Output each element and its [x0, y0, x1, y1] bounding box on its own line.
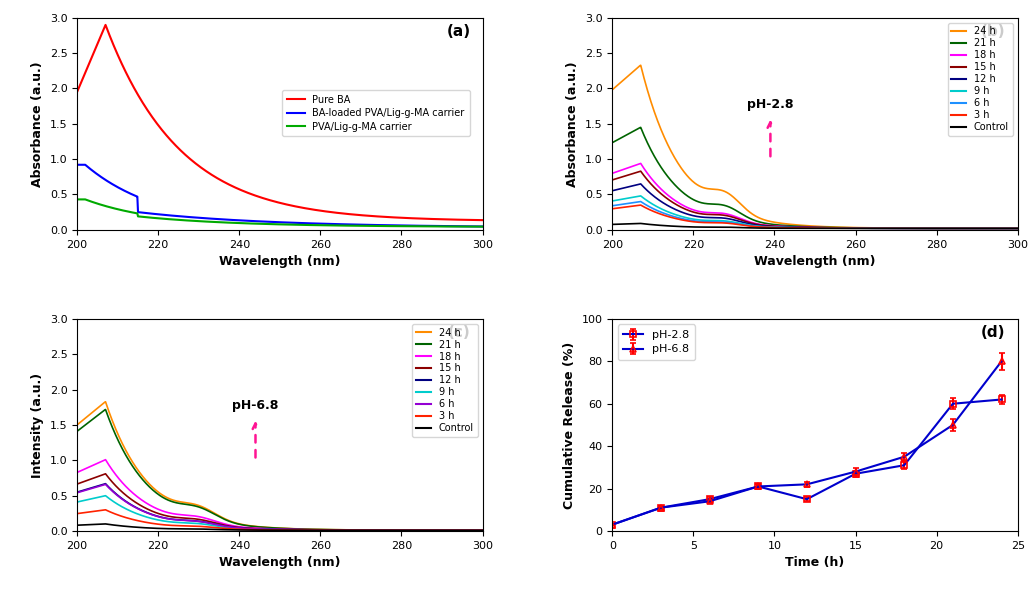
Legend: 24 h, 21 h, 18 h, 15 h, 12 h, 9 h, 6 h, 3 h, Control: 24 h, 21 h, 18 h, 15 h, 12 h, 9 h, 6 h, …: [412, 324, 478, 437]
Text: pH-6.8: pH-6.8: [232, 399, 279, 412]
X-axis label: Wavelength (nm): Wavelength (nm): [219, 556, 340, 569]
Y-axis label: Absorbance (a.u.): Absorbance (a.u.): [31, 61, 44, 186]
X-axis label: Wavelength (nm): Wavelength (nm): [755, 255, 876, 268]
Y-axis label: Intensity (a.u.): Intensity (a.u.): [31, 372, 44, 477]
Text: (c): (c): [447, 325, 471, 340]
X-axis label: Wavelength (nm): Wavelength (nm): [219, 255, 340, 268]
Text: (a): (a): [446, 24, 471, 39]
Legend: pH-2.8, pH-6.8: pH-2.8, pH-6.8: [618, 324, 695, 360]
Text: (d): (d): [981, 325, 1005, 340]
Legend: 24 h, 21 h, 18 h, 15 h, 12 h, 9 h, 6 h, 3 h, Control: 24 h, 21 h, 18 h, 15 h, 12 h, 9 h, 6 h, …: [948, 22, 1013, 136]
Y-axis label: Absorbance (a.u.): Absorbance (a.u.): [566, 61, 579, 186]
X-axis label: Time (h): Time (h): [785, 556, 845, 569]
Text: (b): (b): [981, 24, 1005, 39]
Y-axis label: Cumulative Release (%): Cumulative Release (%): [563, 342, 576, 509]
Legend: Pure BA, BA-loaded PVA/Lig-g-MA carrier, PVA/Lig-g-MA carrier: Pure BA, BA-loaded PVA/Lig-g-MA carrier,…: [283, 90, 470, 136]
Text: pH-2.8: pH-2.8: [747, 98, 794, 111]
